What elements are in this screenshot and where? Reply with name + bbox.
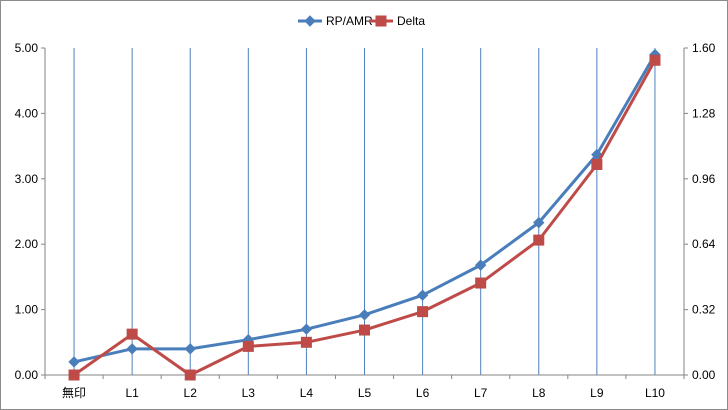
x-tick-label: L6 [416, 386, 430, 400]
data-point [359, 324, 370, 336]
left-tick-label: 4.00 [15, 106, 39, 120]
data-point [416, 289, 429, 301]
left-tick-label: 3.00 [15, 172, 39, 186]
x-tick-label: L9 [590, 386, 604, 400]
x-tick-label: L4 [300, 386, 314, 400]
right-axis-ticks: 0.00 0.32 0.64 0.96 1.28 1.60 [684, 41, 716, 382]
legend-label: RP/AMR [326, 14, 373, 28]
data-point [533, 216, 545, 229]
right-tick-label: 1.60 [692, 41, 716, 55]
x-tick-label: L3 [242, 386, 256, 400]
data-point [68, 356, 80, 368]
data-point [417, 306, 429, 318]
x-tick-label: L8 [532, 386, 546, 400]
x-tick-label: L10 [645, 386, 665, 400]
axes [44, 48, 685, 376]
data-point [475, 277, 487, 289]
series-delta [68, 54, 661, 381]
legend-marker [304, 15, 316, 27]
right-tick-label: 0.32 [692, 303, 716, 317]
legend-item: Delta [369, 14, 425, 28]
right-tick-label: 1.28 [692, 106, 716, 120]
left-axis-ticks: 0.00 1.00 2.00 3.00 4.00 5.00 [15, 41, 45, 382]
x-axis-ticks: 無印 L1 L2 L3 L4 L5 L6 L7 L8 L9 L10 [44, 375, 685, 400]
data-point [126, 328, 138, 340]
gridlines [73, 48, 656, 375]
right-tick-label: 0.00 [692, 368, 716, 382]
data-point [68, 369, 80, 381]
data-point [300, 323, 313, 335]
legend-item: RP/AMR [298, 14, 373, 28]
left-tick-label: 5.00 [15, 41, 39, 55]
x-tick-label: L7 [474, 386, 488, 400]
series-rp-amr [68, 48, 661, 368]
data-point [126, 343, 138, 355]
data-point [184, 343, 196, 355]
right-tick-label: 0.64 [692, 237, 716, 251]
data-point [358, 309, 371, 321]
data-point [474, 259, 487, 271]
x-tick-label: L2 [184, 386, 198, 400]
x-tick-label: L5 [358, 386, 372, 400]
legend: RP/AMR Delta [298, 14, 425, 28]
data-point [242, 340, 254, 352]
data-point [591, 158, 603, 170]
legend-label: Delta [397, 14, 425, 28]
series-layer [68, 48, 661, 381]
data-point [533, 234, 545, 246]
legend-marker [375, 15, 387, 27]
data-point [300, 336, 312, 348]
data-point [649, 54, 661, 66]
right-tick-label: 0.96 [692, 172, 716, 186]
data-point [184, 369, 196, 381]
x-tick-label: 無印 [62, 385, 86, 400]
left-tick-label: 0.00 [15, 368, 39, 382]
left-tick-label: 1.00 [15, 303, 39, 317]
x-tick-label: L1 [125, 386, 139, 400]
left-tick-label: 2.00 [15, 237, 39, 251]
